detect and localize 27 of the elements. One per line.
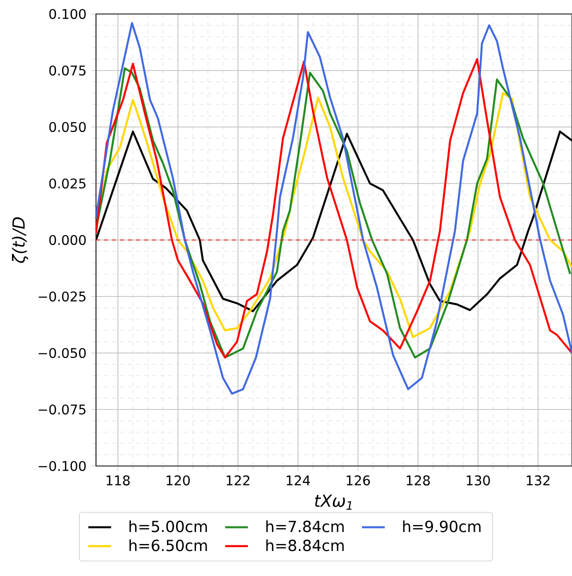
y-tick-label: −0.025 xyxy=(38,291,86,302)
legend-label: h=7.84cm xyxy=(266,520,344,532)
x-tick-label: 132 xyxy=(526,475,550,486)
x-tick-label: 124 xyxy=(286,475,310,486)
x-tick-label: 128 xyxy=(406,475,430,486)
y-tick-label: −0.100 xyxy=(38,460,86,472)
y-tick-label: 0.075 xyxy=(49,65,86,76)
x-tick-label: 118 xyxy=(106,475,130,486)
x-tick-label: 126 xyxy=(346,475,370,486)
y-tick-label: 0.100 xyxy=(49,8,86,20)
legend-label: h=8.84cm xyxy=(266,539,344,552)
legend-label: h=6.50cm xyxy=(130,539,207,552)
y-tick-label: 0.025 xyxy=(49,178,86,189)
y-tick-label: −0.050 xyxy=(38,348,86,358)
line-series xyxy=(96,22,572,395)
y-tick-label: −0.075 xyxy=(38,404,86,415)
line-series xyxy=(96,130,572,312)
line-series xyxy=(96,92,572,338)
y-tick-label: 0.000 xyxy=(49,234,86,246)
legend-label: h=9.90cm xyxy=(403,520,481,532)
legend-label: h=5.00cm xyxy=(130,520,207,532)
x-tick-label: 122 xyxy=(226,475,250,486)
y-axis-title: ζ(t)/D xyxy=(12,217,28,263)
x-tick-label: 130 xyxy=(466,475,490,486)
x-tick-label: 120 xyxy=(166,475,190,486)
x-axis-title: tXω$_{1}$ xyxy=(315,494,352,510)
y-tick-label: 0.050 xyxy=(49,122,86,132)
